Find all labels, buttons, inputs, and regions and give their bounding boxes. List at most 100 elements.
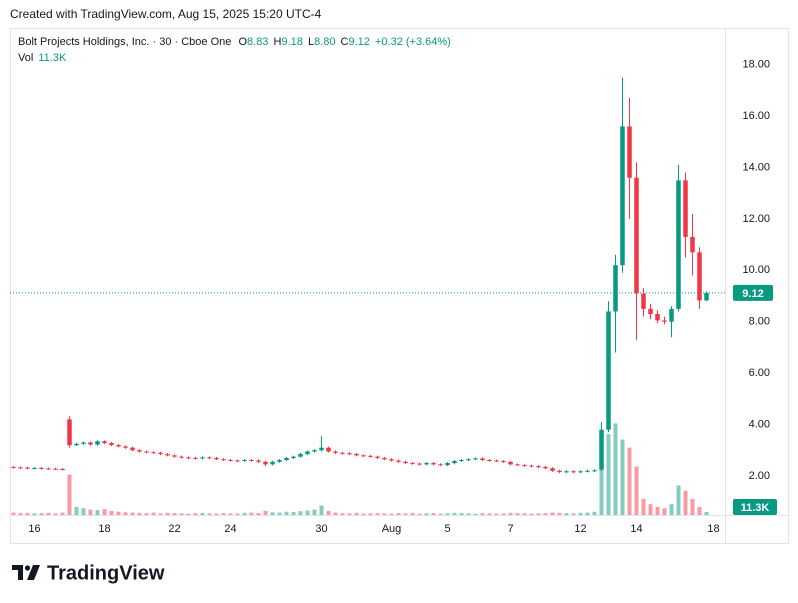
volume-bar (228, 513, 233, 515)
candle-body (333, 451, 338, 453)
candle-body (312, 450, 317, 452)
volume-bar (459, 513, 464, 515)
volume-bar (291, 512, 296, 515)
volume-bar (200, 512, 205, 515)
volume-bar (277, 512, 282, 515)
volume-bar (529, 513, 534, 515)
candle-body (32, 467, 37, 469)
x-tick-label: 18 (98, 523, 110, 535)
volume-bar (172, 513, 177, 515)
volume-bar (466, 513, 471, 515)
volume-bar (522, 513, 527, 515)
candle-body (382, 457, 387, 460)
volume-bar (396, 513, 401, 515)
volume-bar (655, 506, 660, 515)
last-price-label: 9.12 (742, 288, 763, 300)
candle-body (431, 463, 436, 465)
volume-bar (627, 447, 632, 515)
volume-bar (361, 513, 366, 515)
volume-bar (249, 512, 254, 515)
candle-body (172, 455, 177, 457)
candle-body (74, 443, 79, 446)
candle-body (130, 447, 135, 451)
volume-bar (445, 513, 450, 515)
candle-body (123, 446, 128, 448)
volume-bar (67, 474, 72, 515)
volume-bar (207, 513, 212, 515)
candle-body (578, 471, 583, 473)
volume-bar (326, 510, 331, 515)
volume-bar (515, 513, 520, 515)
candle-body (368, 455, 373, 457)
volume-bar (256, 513, 261, 515)
candle-body (214, 457, 219, 460)
volume-bar (158, 513, 163, 515)
ohlc-letter: H (274, 36, 282, 48)
volume-bar (179, 513, 184, 515)
candle-body (25, 467, 30, 469)
candle-body (445, 463, 450, 466)
volume-legend: Vol 11.3K (18, 52, 67, 64)
volume-bar (473, 513, 478, 515)
brand-name: TradingView (47, 562, 165, 584)
volume-bar (81, 508, 86, 515)
x-tick-label: 12 (574, 523, 586, 535)
volume-bar (298, 511, 303, 515)
volume-box (733, 499, 777, 515)
candle-body (697, 252, 702, 301)
candle-body (669, 308, 674, 322)
volume-bar (88, 509, 93, 515)
logo-mark (27, 565, 40, 580)
candle-body (235, 460, 240, 462)
candle-body (361, 455, 366, 457)
candle-body (676, 180, 681, 309)
volume-bar (25, 512, 30, 515)
candle-body (557, 470, 562, 473)
volume-bar (46, 512, 51, 515)
y-tick-label: 8.00 (749, 316, 770, 328)
volume-bar (333, 512, 338, 515)
candle-body (487, 459, 492, 461)
volume-bar (599, 461, 604, 515)
candle-body (207, 457, 212, 459)
candle-body (648, 308, 653, 315)
volume-bar (585, 512, 590, 515)
volume-bar (32, 513, 37, 515)
candle-body (494, 460, 499, 462)
volume-bar (403, 513, 408, 515)
candle-body (627, 126, 632, 178)
volume-bar (382, 513, 387, 515)
candle-body (263, 461, 268, 465)
volume-bar (18, 513, 23, 515)
candle-body (592, 470, 597, 472)
volume-bar (11, 512, 16, 515)
candle-body (193, 457, 198, 459)
candle-body (417, 463, 422, 465)
y-tick-label: 12.00 (742, 213, 770, 225)
candle-body (508, 461, 513, 465)
ohlc-letter: C (341, 36, 349, 48)
candle-body (102, 441, 107, 444)
volume-bar (494, 513, 499, 515)
candle-body (284, 457, 289, 460)
volume-bar (235, 513, 240, 515)
legend-line: Bolt Projects Holdings, Inc. · 30 · Cboe… (18, 36, 451, 48)
ohlc-value: 9.18 (281, 36, 302, 48)
candle-body (158, 452, 163, 455)
volume-bar (648, 504, 653, 515)
candle-body (39, 467, 44, 469)
y-tick-label: 18.00 (742, 59, 770, 71)
candle-body (179, 456, 184, 458)
candle-body (221, 459, 226, 461)
candle-body (18, 467, 23, 469)
volume-bar (389, 513, 394, 515)
last-price-box (733, 284, 773, 301)
candle-body (473, 458, 478, 460)
volume-bar (417, 513, 422, 515)
x-tick-label: 18 (707, 523, 719, 535)
logo-mark (24, 565, 31, 571)
x-tick-label: 30 (315, 523, 327, 535)
candle-body (375, 456, 380, 458)
x-tick-label: 7 (507, 523, 513, 535)
